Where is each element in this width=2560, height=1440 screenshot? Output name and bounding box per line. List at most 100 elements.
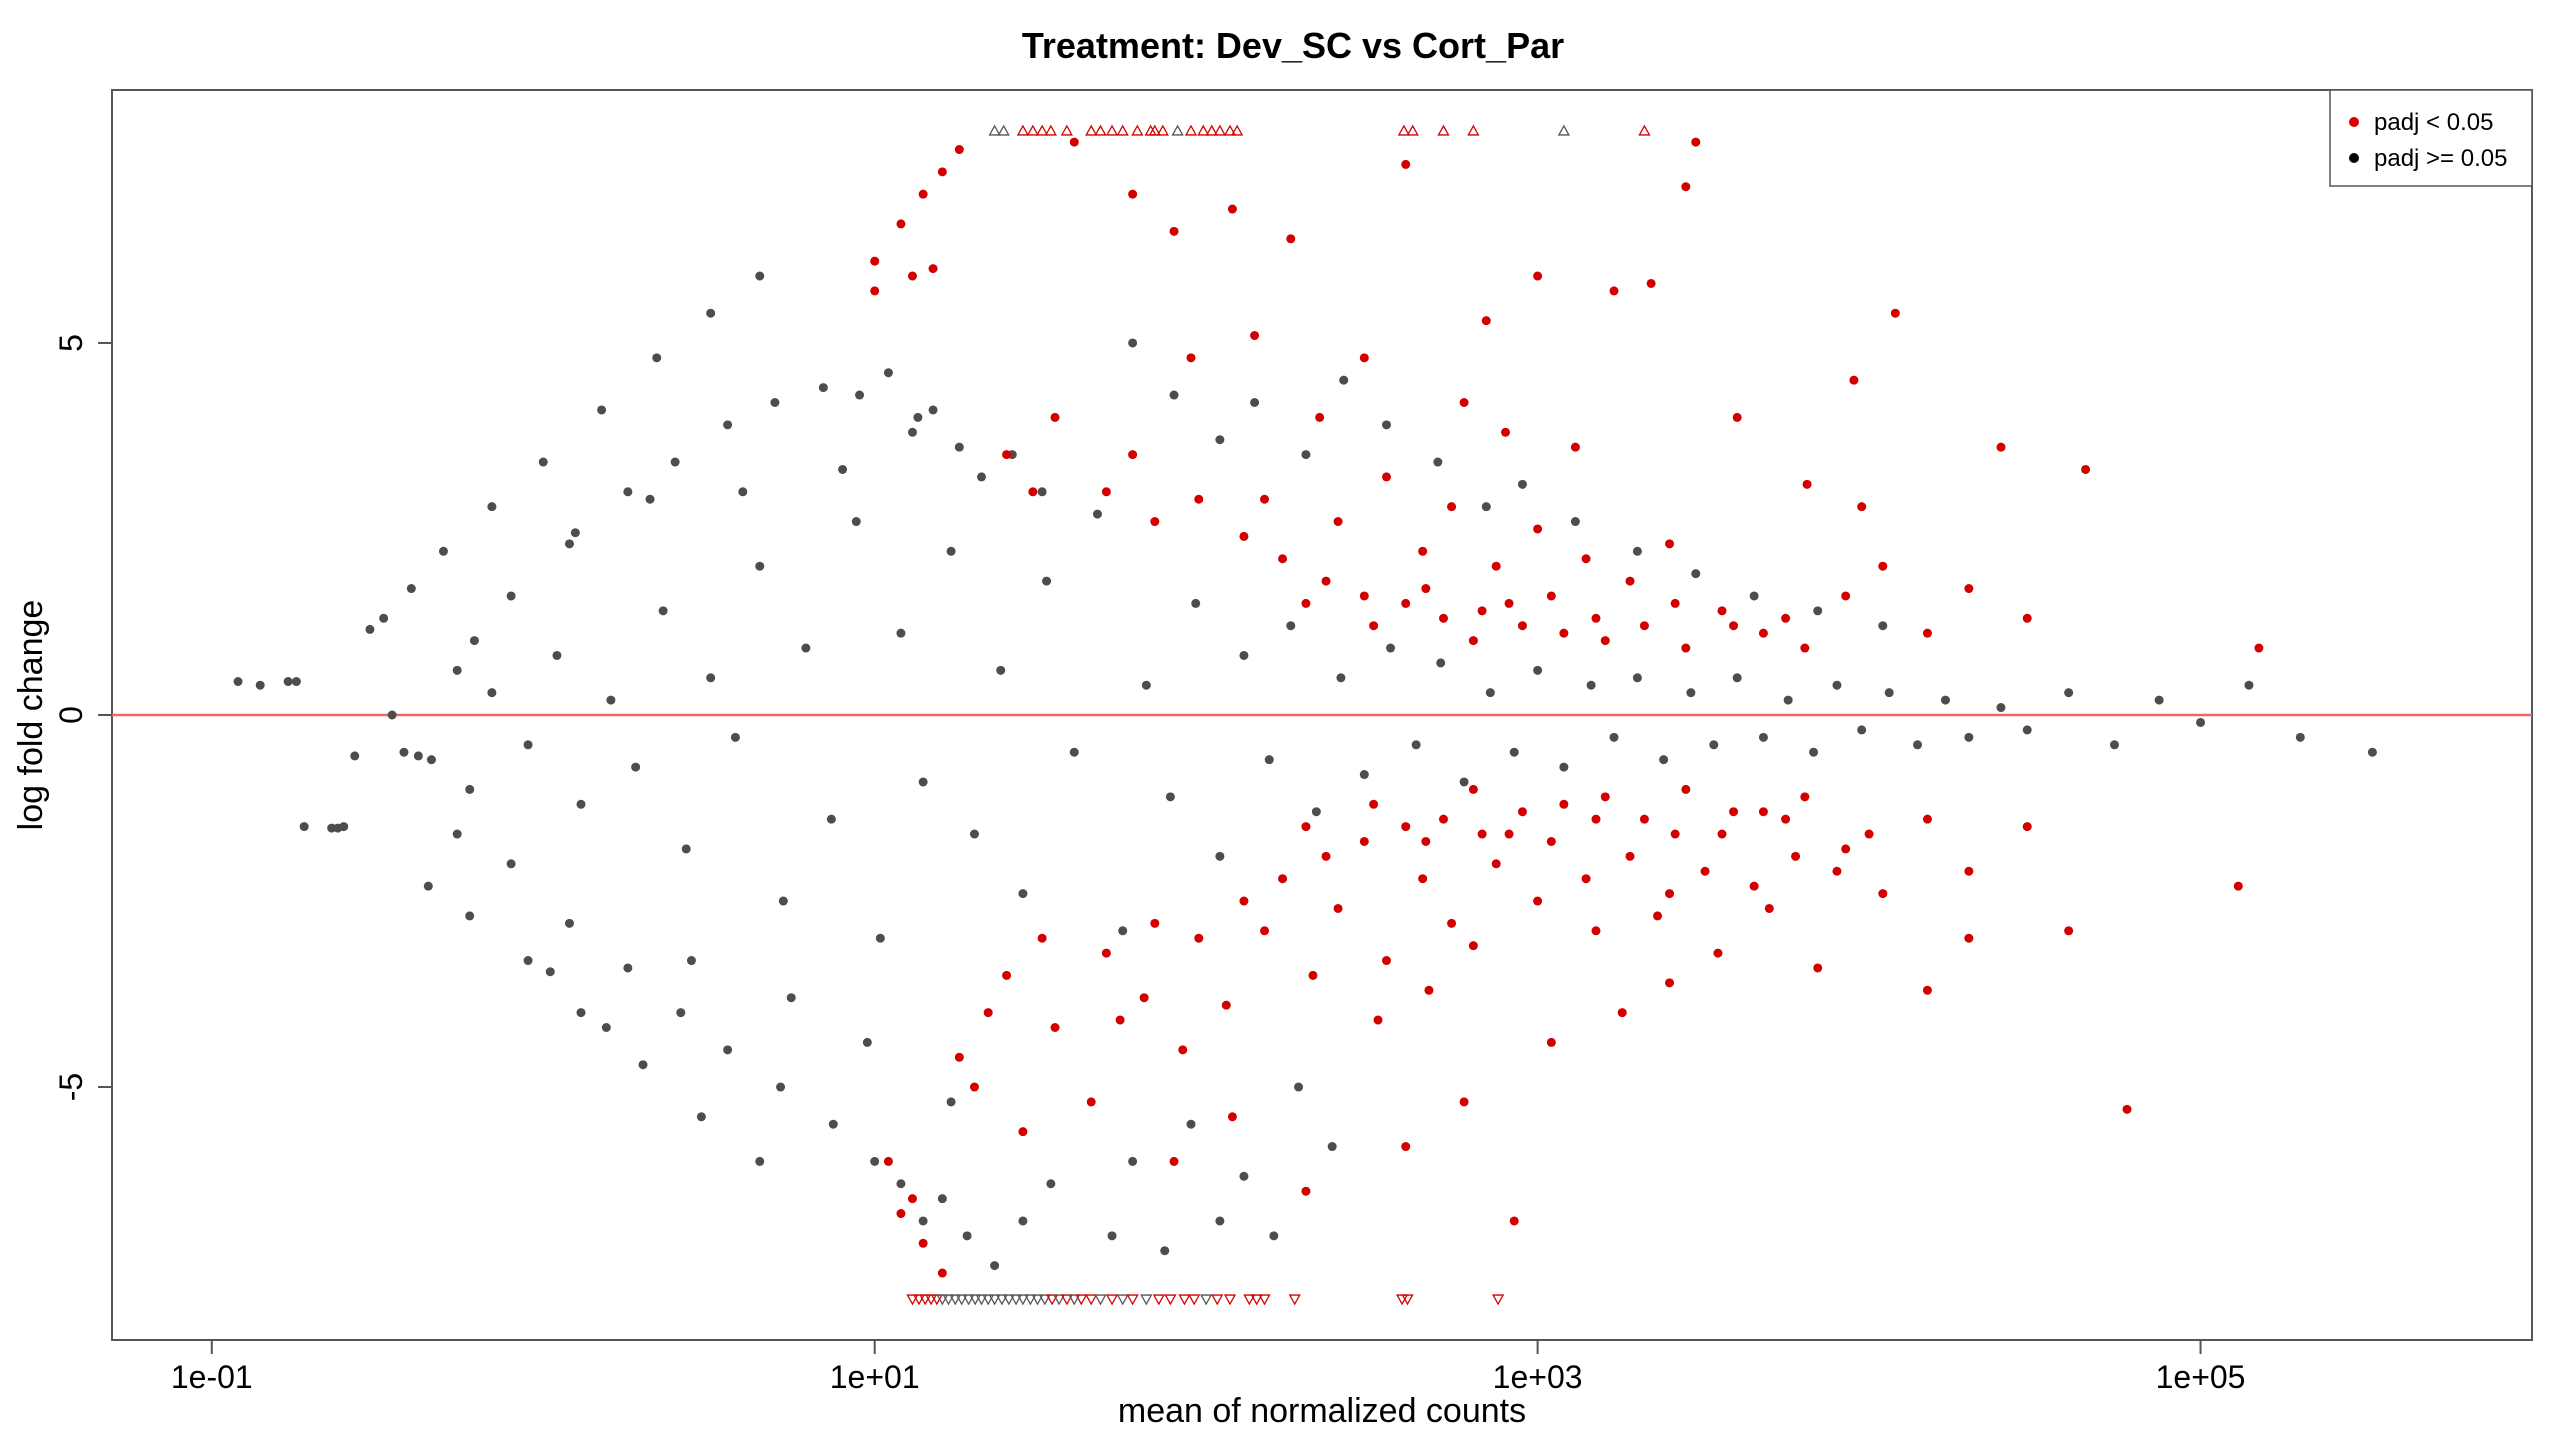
significant-point	[1301, 1186, 1311, 1196]
nonsignificant-point	[738, 487, 748, 497]
nonsignificant-point	[1485, 688, 1495, 698]
significant-point	[1401, 159, 1411, 169]
capped-point-marker	[1213, 124, 1226, 136]
significant-point	[1321, 576, 1331, 586]
capped-point-marker	[1467, 124, 1480, 136]
nonsignificant-point	[676, 1008, 686, 1018]
significant-point	[1591, 613, 1601, 623]
significant-point	[1922, 628, 1932, 638]
nonsignificant-point	[1517, 479, 1527, 489]
nonsignificant-point	[1160, 1246, 1170, 1256]
capped-point-marker	[1046, 1294, 1059, 1306]
capped-point-marker	[1250, 1294, 1263, 1306]
nonsignificant-point	[977, 472, 987, 482]
capped-point-marker	[1200, 1294, 1213, 1306]
nonsignificant-point	[1128, 1156, 1138, 1166]
capped-point-marker	[1052, 1294, 1066, 1306]
capped-point-marker	[982, 1294, 995, 1306]
nonsignificant-point	[1018, 889, 1028, 899]
significant-point	[1260, 926, 1270, 936]
significant-point	[1150, 517, 1160, 527]
nonsignificant-point	[597, 405, 607, 415]
nonsignificant-point	[327, 823, 337, 833]
nonsignificant-point	[1691, 569, 1701, 579]
capped-point-marker	[975, 1294, 988, 1306]
nonsignificant-point	[896, 628, 906, 638]
nonsignificant-point	[1381, 420, 1391, 430]
nonsignificant-point	[875, 933, 885, 943]
significant-point	[2122, 1104, 2132, 1114]
nonsignificant-point	[1169, 390, 1179, 400]
capped-point-marker	[919, 1294, 932, 1306]
capped-point-marker	[1148, 124, 1161, 136]
significant-point	[1600, 636, 1610, 646]
nonsignificant-point	[1269, 1231, 1279, 1241]
significant-point	[1477, 606, 1487, 616]
nonsignificant-point	[523, 740, 533, 750]
significant-point	[1468, 941, 1478, 951]
nonsignificant-point	[1481, 502, 1491, 512]
nonsignificant-point	[755, 1156, 765, 1166]
nonsignificant-point	[601, 1023, 611, 1032]
nonsignificant-point	[1386, 643, 1396, 653]
capped-point-marker	[1211, 1294, 1224, 1306]
nonsignificant-point	[1191, 598, 1201, 608]
significant-point	[1315, 412, 1325, 422]
capped-point-marker	[1492, 1294, 1505, 1306]
significant-point	[1239, 896, 1249, 906]
nonsignificant-point	[826, 814, 836, 824]
significant-point	[1359, 591, 1369, 601]
capped-point-marker	[1131, 124, 1144, 136]
nonsignificant-point	[670, 457, 680, 467]
capped-point-marker	[1223, 1294, 1237, 1306]
capped-point-marker	[1031, 1294, 1044, 1306]
nonsignificant-point	[1940, 695, 1950, 705]
nonsignificant-point	[2367, 747, 2377, 757]
significant-point	[1250, 331, 1260, 341]
significant-point	[1150, 918, 1160, 928]
nonsignificant-point	[426, 755, 436, 765]
significant-point	[1169, 226, 1179, 236]
significant-point	[1758, 807, 1768, 817]
significant-point	[1849, 375, 1859, 385]
significant-point	[1037, 933, 1047, 943]
nonsignificant-point	[786, 993, 796, 1003]
significant-point	[1359, 353, 1369, 363]
nonsignificant-point	[1609, 732, 1619, 742]
capped-point-marker	[1085, 124, 1098, 136]
nonsignificant-point	[545, 967, 555, 977]
capped-points	[906, 124, 1651, 1306]
nonsignificant-point	[1813, 606, 1823, 616]
significant-point	[1418, 546, 1428, 556]
significant-point	[1729, 621, 1739, 631]
significant-point	[1729, 807, 1739, 817]
significant-point	[896, 219, 906, 229]
significant-point	[1681, 643, 1691, 653]
nonsignificant-point	[1250, 398, 1260, 407]
significant-point	[1758, 628, 1768, 638]
significant-point	[1717, 606, 1727, 616]
significant-point	[1369, 799, 1379, 809]
nonsignificant-point	[1264, 755, 1274, 765]
nonsignificant-point	[299, 822, 309, 832]
capped-point-marker	[1009, 1294, 1023, 1306]
nonsignificant-point	[946, 1097, 956, 1107]
nonsignificant-point	[1809, 747, 1819, 757]
capped-point-marker	[1016, 124, 1030, 136]
significant-point	[983, 1008, 993, 1018]
significant-point	[1459, 398, 1469, 407]
capped-point-marker	[1068, 1294, 1081, 1306]
significant-point	[1665, 889, 1675, 899]
capped-point-marker	[1638, 124, 1651, 136]
nonsignificant-points	[233, 271, 2377, 1271]
significant-point	[1591, 814, 1601, 824]
significant-point	[1301, 822, 1311, 832]
capped-point-marker	[969, 1294, 982, 1306]
nonsignificant-point	[1215, 851, 1225, 861]
nonsignificant-point	[283, 677, 293, 687]
nonsignificant-point	[570, 528, 580, 538]
nonsignificant-point	[778, 896, 788, 906]
significant-point	[1964, 933, 1974, 943]
significant-point	[1500, 427, 1510, 437]
significant-point	[2064, 926, 2074, 936]
